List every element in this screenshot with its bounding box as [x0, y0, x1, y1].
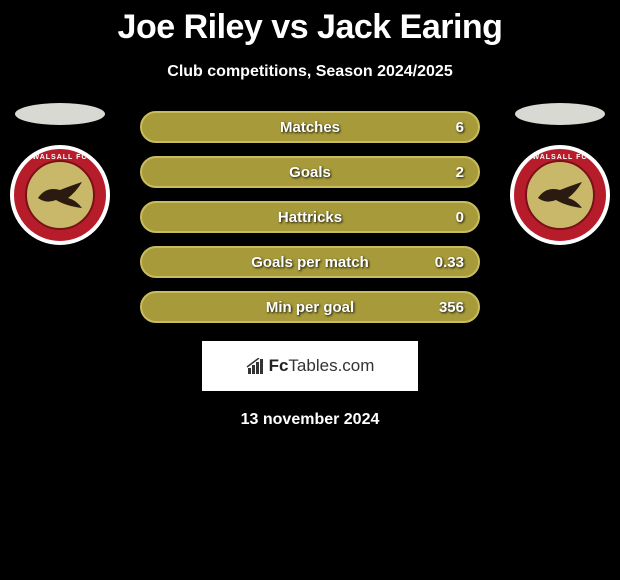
- stat-label: Hattricks: [278, 209, 342, 226]
- stat-label: Min per goal: [266, 299, 354, 316]
- page-title: Joe Riley vs Jack Earing: [0, 0, 620, 47]
- stat-label: Matches: [280, 119, 340, 136]
- player-left-marker: [15, 103, 105, 125]
- stat-label: Goals per match: [251, 254, 369, 271]
- stat-row: Goals 2: [140, 156, 480, 188]
- bar-chart-icon: [246, 358, 266, 374]
- stat-row: Goals per match 0.33: [140, 246, 480, 278]
- player-right-col: WALSALL FC: [500, 103, 620, 245]
- player-left-col: WALSALL FC: [0, 103, 120, 245]
- stat-right-value: 6: [434, 119, 464, 136]
- player-left-badge: WALSALL FC: [10, 145, 110, 245]
- subtitle: Club competitions, Season 2024/2025: [0, 63, 620, 81]
- stat-right-value: 2: [434, 164, 464, 181]
- brand-text: FcTables.com: [269, 356, 375, 376]
- stat-right-value: 0.33: [434, 254, 464, 271]
- stat-row: Matches 6: [140, 111, 480, 143]
- player-right-badge: WALSALL FC: [510, 145, 610, 245]
- stat-right-value: 0: [434, 209, 464, 226]
- comparison-panel: WALSALL FC WALSALL FC: [0, 111, 620, 429]
- stat-rows: Matches 6 Goals 2 Hattricks 0 Goals per …: [140, 111, 480, 323]
- swift-icon: [536, 180, 584, 210]
- stat-row: Min per goal 356: [140, 291, 480, 323]
- brand-logo: FcTables.com: [202, 341, 418, 391]
- date-text: 13 november 2024: [0, 411, 620, 429]
- stat-row: Hattricks 0: [140, 201, 480, 233]
- stat-right-value: 356: [434, 299, 464, 316]
- swift-icon: [36, 180, 84, 210]
- stat-label: Goals: [289, 164, 331, 181]
- player-right-marker: [515, 103, 605, 125]
